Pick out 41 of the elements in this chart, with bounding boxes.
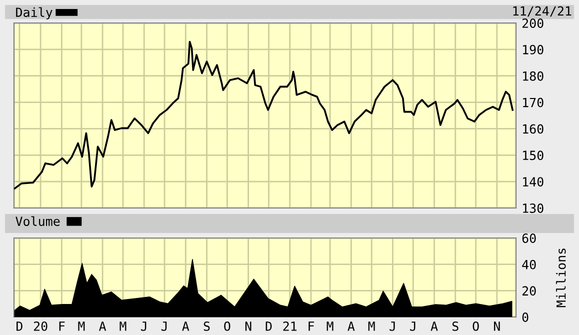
y-tick-label: 0 [522,312,528,322]
x-tick-label: J [410,322,416,331]
x-tick-label: S [204,321,210,331]
line-series [14,40,514,190]
x-tick-label: J [141,322,146,331]
x-tick-label: N [494,322,500,331]
x-tick-label: A [99,322,106,331]
y-tick-label: 190 [523,44,544,54]
x-tick-label: M [368,322,375,331]
x-tick-label: M [326,322,334,331]
x-tick-label: A [182,322,190,331]
x-tick-label: D [16,322,22,331]
x-tick-label: A [430,322,438,331]
y-tick-label: 20 [522,286,536,296]
y-tick-label: 160 [523,124,544,134]
y-tick-label: 170 [523,98,544,108]
x-tick-label: F [308,322,314,331]
x-tick-label: D [266,322,272,331]
x-tick-label: M [120,322,126,331]
x-tick-label: O [224,321,230,331]
y-tick-label: 200 [522,18,544,28]
x-tick-label: M [78,322,85,331]
legend-label: Daily [16,7,52,20]
x-tick-label: A [348,322,355,331]
legend-label: Volume [16,216,60,226]
text: 11/24/21 [513,6,572,17]
y-tick-label: 40 [522,260,536,270]
y-tick-label: 180 [523,71,544,81]
x-tick-label: O [472,321,479,331]
x-tick-label: 20 [34,321,48,331]
y-tick-label: 140 [523,177,544,187]
y-tick-label: 60 [522,234,536,243]
x-tick-label: J [390,322,395,331]
x-tick-label: J [161,322,167,331]
y-tick-label: 130 [523,204,544,213]
x-tick-label: F [59,322,65,331]
y-axis-title: Millions [556,248,566,308]
x-tick-label: N [245,322,252,331]
x-tick-label: 21 [283,321,297,331]
y-tick-label: 150 [523,150,544,160]
x-tick-label: S [452,321,458,331]
